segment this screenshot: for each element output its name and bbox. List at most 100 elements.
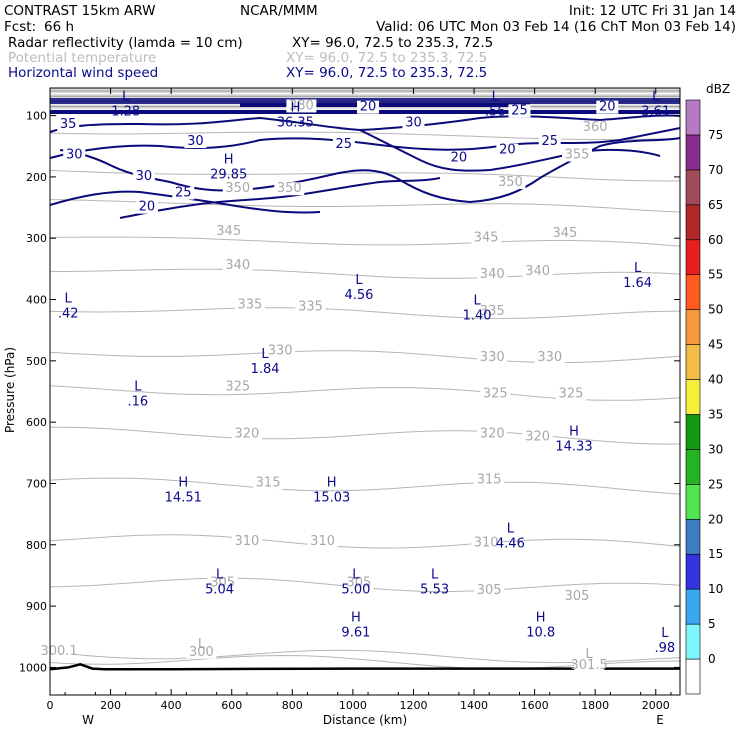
isentrope-label: 330 [537,350,562,365]
isentrope-label: 300.1 [40,644,77,659]
y-tick-label: 800 [26,539,47,552]
isentrope-label: 380 [289,98,314,113]
forecast-label: Fcst: [4,19,36,35]
wind-speed-label: 30 [66,148,83,163]
x-tick-label: 200 [100,699,121,712]
isentrope-label-bg [231,427,262,441]
isentrope-label: 315 [256,476,281,491]
high-marker: H [290,100,300,115]
isentrope-315 [49,477,681,495]
isentrope-label-bg [474,583,505,597]
legend-swatch [685,204,701,241]
forecast-value: 66 h [44,19,74,35]
low-marker: L [355,273,363,288]
wind-label-bg [184,135,207,149]
legend-swatch [685,518,701,555]
legend-swatch [685,414,701,450]
field-potential-temperature-xy: XY= 96.0, 72.5 to 235.3, 72.5 [286,50,487,66]
isentrope-label: 345 [552,226,577,241]
isentrope-label: 325 [225,379,250,394]
legend-level-label: 55 [708,268,723,282]
wind-label-bg [135,200,158,214]
y-axis-label: Pressure (hPa) [3,347,17,433]
extremum-value: 1.40 [463,308,492,323]
isentrope-label-bg [186,645,217,659]
isentrope-label: 345 [216,224,241,239]
isentrope-345 [49,236,681,247]
legend-swatch [685,658,701,695]
high-marker: H [327,476,337,491]
field-wind-speed-xy: XY= 96.0, 72.5 to 235.3, 72.5 [286,65,487,81]
isentrope-label-bg [477,268,508,282]
extremum-value: .16 [127,394,148,409]
legend-level-label: 5 [708,617,716,631]
isentrope-label-bg [522,265,553,279]
isentrope-label: 340 [480,267,505,282]
low-marker: L [431,568,439,583]
low-marker: L [507,522,515,537]
x-tick-label: 1000 [339,699,367,712]
isentrope-label: 340 [525,264,550,279]
legend-level-label: 50 [708,303,723,317]
wind-contour [119,177,441,219]
jet-band [240,103,530,107]
low-marker: L [634,261,642,276]
isentrope-label-bg [562,148,593,162]
legend-level-label: 75 [708,128,723,142]
wind-speed-label: 20 [139,200,156,215]
isentrope-label: 315 [477,472,502,487]
high-marker: H [569,425,579,440]
legend-swatch [685,449,701,485]
legend-level-label: 15 [708,547,723,561]
low-marker: L [216,568,224,583]
wind-speed-label: 30 [136,169,153,184]
isentrope-label: 305 [477,583,502,598]
low-marker: L [473,293,481,308]
legend-swatch [685,623,701,660]
legend-level-label: 30 [708,442,723,456]
legend-swatch [685,134,701,171]
legend-swatch [685,588,701,625]
x-tick-label: 400 [161,699,182,712]
legend-level-label: 35 [708,407,723,421]
isentrope-355 [49,169,680,182]
extremum-value: .98 [655,641,676,656]
isentrope-label-bg [549,226,580,240]
wind-speed-label: 30 [405,116,422,131]
extremum-value: 4.46 [496,537,525,552]
isentrope-label: 305 [565,589,590,604]
wind-speed-label: 30 [187,134,204,149]
low-marker: L [198,637,206,652]
extremum-value: 29.85 [210,167,247,182]
legend-level-label: 0 [708,652,716,666]
legend-level-label: 25 [708,477,723,491]
title-center: NCAR/MMM [240,3,318,19]
low-marker: L [65,292,73,307]
legend-level-label: 45 [708,338,723,352]
isentrope-label-bg [574,659,605,673]
wind-label-bg [596,100,619,114]
isentrope-label: 330 [480,350,505,365]
extremum-value: 36.35 [277,115,314,130]
wind-label-bg [332,138,355,152]
extremum-value: 1.64 [623,276,652,291]
isentrope-label-bg [477,304,508,318]
isentrope-label-bg [307,534,338,548]
wind-speed-label: 25 [336,137,353,152]
x-tick-label: 1200 [399,699,427,712]
low-marker: L [586,647,594,662]
wind-label-bg [447,151,470,165]
isentrope-label: 330 [268,344,293,359]
wind-speed-label: 25 [175,186,192,201]
terrain-line [49,662,680,671]
extremum-value: 4.56 [344,288,373,303]
legend-level-label: 10 [708,582,723,596]
legend-swatch [685,553,701,590]
isentrope-label: 305 [347,575,372,590]
y-tick-label: 700 [26,477,47,490]
isentrope-label: 360 [583,120,608,135]
high-marker: H [536,610,546,625]
isentrope-label-bg [253,476,284,490]
header: CONTRAST 15km ARW NCAR/MMM Init: 12 UTC … [4,3,736,81]
valid-time: Valid: 06 UTC Mon 03 Feb 14 (16 ChT Mon … [376,19,736,35]
